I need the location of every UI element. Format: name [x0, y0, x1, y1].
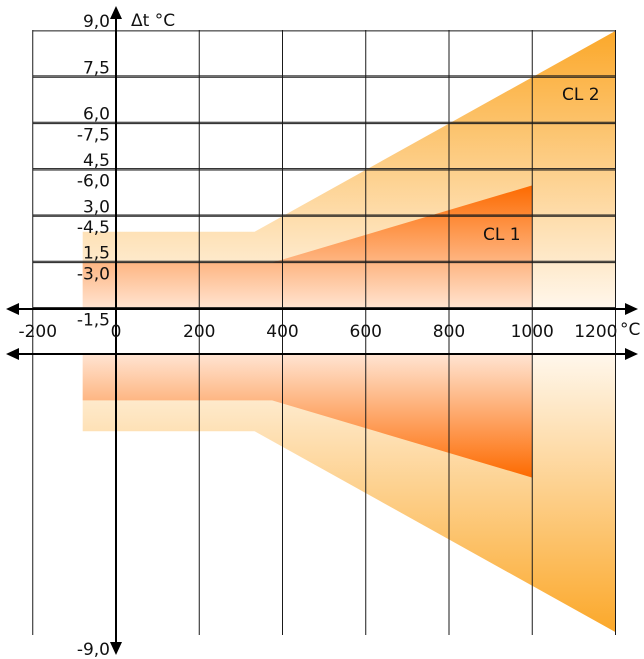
y-tick-label: 3,0	[83, 197, 110, 217]
y-axis-title: Δt °C	[131, 11, 175, 31]
band-cl1-upper	[82, 185, 533, 309]
x-axis-lower-right-arrow	[625, 348, 638, 360]
series-label-cl2: CL 2	[562, 85, 600, 105]
y-tick-label: -6,0	[77, 172, 110, 192]
x-tick-label: 1200	[574, 322, 617, 342]
y-tick-label: 4,5	[83, 151, 110, 171]
x-tick-label: 600	[350, 322, 382, 342]
y-tick-label: 9,0	[83, 12, 110, 32]
x-axis-upper-right-arrow	[625, 303, 638, 315]
x-tick-label: 200	[183, 322, 215, 342]
y-tick-label: -1,5	[77, 311, 110, 331]
y-axis-down-arrow	[110, 642, 122, 655]
x-axis-unit: °C	[620, 320, 640, 340]
y-tick-label: -7,5	[77, 125, 110, 145]
y-tick-label: -4,5	[77, 218, 110, 238]
y-tick-label: 1,5	[83, 244, 110, 264]
y-tick-label: -3,0	[77, 264, 110, 284]
x-tick-label: 1000	[511, 322, 554, 342]
x-axis-upper-left-arrow	[6, 303, 19, 315]
x-axis-lower-left-arrow	[6, 348, 19, 360]
y-tick-label: -9,0	[77, 640, 110, 659]
x-tick-label: 0	[111, 322, 122, 342]
y-tick-label: 7,5	[83, 58, 110, 78]
y-tick-label: 6,0	[83, 105, 110, 125]
series-label-cl1: CL 1	[483, 225, 521, 245]
x-tick-label: 800	[433, 322, 465, 342]
y-axis-up-arrow	[110, 6, 122, 19]
x-tick-label: -200	[18, 322, 57, 342]
x-tick-label: 400	[266, 322, 298, 342]
band-cl1-lower	[82, 354, 533, 478]
